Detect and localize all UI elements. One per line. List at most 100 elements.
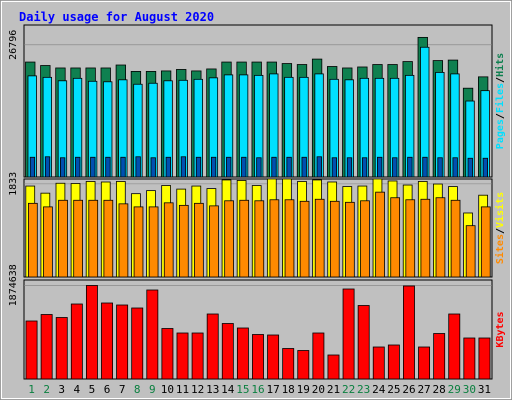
x-tick-label-day-30: 30 bbox=[463, 383, 476, 396]
bar-kbytes-day-27 bbox=[418, 346, 431, 380]
legend-separator: / bbox=[495, 77, 506, 83]
bar-kbytes-day-11 bbox=[176, 332, 189, 380]
bar-pages-day-2 bbox=[44, 156, 51, 178]
bar-pages-day-3 bbox=[59, 157, 66, 178]
x-axis-day-labels: 1 2 3 4 5 6 7 8 9 10 11 12 13 14 15 16 17 18 19 20 21 22 23 24 2… bbox=[28, 383, 491, 396]
bar-pages-day-15 bbox=[241, 156, 247, 178]
bar-sites-day-11 bbox=[178, 204, 189, 278]
bar-sites-day-1 bbox=[27, 202, 38, 278]
x-tick-label-day-31: 31 bbox=[478, 383, 491, 396]
bar-pages-day-29 bbox=[452, 157, 458, 178]
bar-sites-day-17 bbox=[269, 199, 280, 278]
x-tick-label-day-22: 22 bbox=[342, 383, 355, 396]
bar-pages-day-30 bbox=[467, 157, 473, 178]
bar-pages-day-6 bbox=[105, 156, 111, 178]
bar-kbytes-day-3 bbox=[55, 317, 68, 380]
x-tick-label-day-16: 16 bbox=[251, 383, 264, 396]
bar-pages-day-5 bbox=[90, 156, 96, 178]
bar-kbytes-day-21 bbox=[327, 354, 340, 380]
bar-kbytes-day-24 bbox=[372, 346, 385, 380]
bar-sites-day-27 bbox=[420, 198, 431, 278]
bar-kbytes-day-9 bbox=[146, 289, 159, 380]
x-tick-label-day-10: 10 bbox=[161, 383, 174, 396]
x-tick-label-day-6: 6 bbox=[104, 383, 111, 396]
x-tick-label-day-24: 24 bbox=[372, 383, 386, 396]
bar-sites-day-18 bbox=[284, 199, 295, 278]
x-tick-label-day-8: 8 bbox=[134, 383, 141, 396]
x-tick-label-day-5: 5 bbox=[89, 383, 96, 396]
legend-hits-files-pages: Pages/Files/Hits bbox=[494, 53, 506, 149]
x-tick-label-day-19: 19 bbox=[297, 383, 310, 396]
bar-sites-day-25 bbox=[390, 197, 401, 278]
bar-kbytes-day-22 bbox=[342, 288, 355, 380]
bar-pages-day-17 bbox=[271, 156, 277, 178]
bar-kbytes-day-25 bbox=[387, 344, 400, 380]
bar-pages-day-9 bbox=[150, 157, 156, 178]
bar-kbytes-day-1 bbox=[25, 320, 38, 380]
bar-kbytes-day-18 bbox=[282, 348, 295, 380]
bar-sites-day-15 bbox=[239, 199, 250, 278]
bar-kbytes-day-15 bbox=[236, 327, 249, 380]
panel-hits-files-pages: 26796 Pages/Files/Hits bbox=[8, 24, 506, 178]
bar-kbytes-day-7 bbox=[116, 304, 129, 380]
x-tick-label-day-4: 4 bbox=[74, 383, 81, 396]
x-tick-label-day-2: 2 bbox=[43, 383, 50, 396]
bar-sites-day-12 bbox=[194, 202, 204, 278]
bar-pages-day-26 bbox=[407, 156, 413, 178]
legend-entry-hits: Hits bbox=[494, 53, 506, 77]
bar-kbytes-day-5 bbox=[85, 285, 98, 380]
bar-pages-day-1 bbox=[29, 156, 36, 178]
x-tick-label-day-7: 7 bbox=[119, 383, 126, 396]
bar-pages-day-25 bbox=[392, 157, 398, 178]
bar-pages-day-8 bbox=[135, 156, 141, 178]
legend-entry-files: Files bbox=[494, 83, 506, 113]
bar-kbytes-day-30 bbox=[463, 337, 476, 380]
bar-pages-day-11 bbox=[180, 156, 187, 178]
legend-entry-visits: Visits bbox=[494, 192, 506, 228]
x-tick-label-day-14: 14 bbox=[221, 383, 235, 396]
bar-sites-day-7 bbox=[118, 203, 129, 278]
bar-kbytes-day-20 bbox=[312, 332, 325, 380]
bar-pages-day-23 bbox=[361, 157, 368, 178]
x-tick-label-day-13: 13 bbox=[206, 383, 219, 396]
bar-sites-day-20 bbox=[314, 198, 325, 278]
bar-kbytes-day-29 bbox=[448, 313, 461, 380]
x-tick-label-day-27: 27 bbox=[417, 383, 430, 396]
x-tick-label-day-28: 28 bbox=[433, 383, 446, 396]
bar-sites-day-23 bbox=[360, 200, 370, 278]
panel-max-label: 1874638 bbox=[8, 264, 19, 306]
bar-sites-day-30 bbox=[465, 225, 476, 278]
bar-kbytes-day-23 bbox=[357, 305, 370, 380]
bar-sites-day-29 bbox=[450, 199, 461, 278]
bar-pages-day-13 bbox=[210, 156, 217, 178]
bar-kbytes-day-28 bbox=[433, 333, 446, 380]
bar-sites-day-16 bbox=[254, 200, 265, 278]
panel-max-label: 26796 bbox=[8, 30, 19, 60]
x-tick-label-day-23: 23 bbox=[357, 383, 370, 396]
x-tick-label-day-18: 18 bbox=[282, 383, 295, 396]
bar-sites-day-6 bbox=[103, 199, 114, 278]
bar-kbytes-day-17 bbox=[267, 334, 280, 380]
legend-entry-kbytes: KBytes bbox=[495, 311, 506, 347]
bar-kbytes-day-10 bbox=[161, 328, 174, 380]
bar-kbytes-day-4 bbox=[70, 303, 83, 380]
bar-pages-day-21 bbox=[331, 157, 338, 178]
bar-sites-day-4 bbox=[73, 199, 83, 278]
bar-sites-day-26 bbox=[405, 199, 416, 278]
bar-pages-day-19 bbox=[301, 156, 307, 178]
panel-kbytes: 1874638 KBytes bbox=[8, 264, 506, 380]
bar-sites-day-2 bbox=[43, 206, 53, 278]
bar-sites-day-8 bbox=[133, 206, 144, 278]
bar-sites-day-13 bbox=[209, 205, 219, 278]
x-tick-label-day-21: 21 bbox=[327, 383, 340, 396]
bar-pages-day-14 bbox=[226, 156, 232, 178]
bar-pages-day-20 bbox=[316, 156, 322, 178]
bar-pages-day-22 bbox=[346, 157, 353, 178]
bar-pages-day-7 bbox=[120, 156, 126, 178]
x-tick-label-day-11: 11 bbox=[176, 383, 189, 396]
legend-entry-sites: Sites bbox=[494, 234, 506, 264]
x-tick-label-day-25: 25 bbox=[387, 383, 400, 396]
x-tick-label-day-3: 3 bbox=[58, 383, 65, 396]
